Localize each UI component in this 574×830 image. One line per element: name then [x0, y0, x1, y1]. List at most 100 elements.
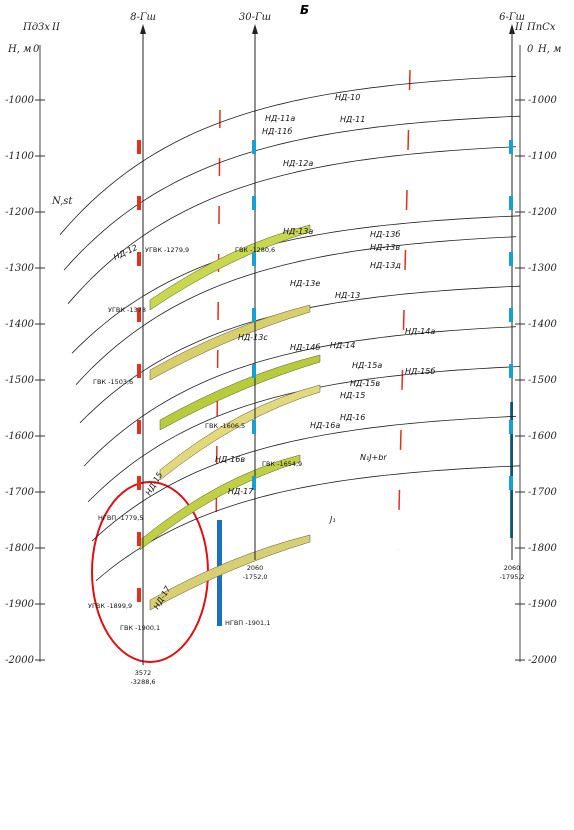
- layer-label: НД-16в: [215, 455, 245, 464]
- perforation: [509, 196, 513, 210]
- lens: [149, 224, 311, 311]
- contact-label: ГВК -1654,9: [262, 460, 302, 468]
- perforation: [137, 476, 141, 490]
- tick-label: -1900: [528, 599, 557, 610]
- perforation: [252, 252, 256, 266]
- tick-label: -1600: [5, 431, 34, 442]
- perforation: [137, 140, 141, 154]
- tick-label: -2000: [528, 655, 557, 666]
- tick-label: -1700: [5, 487, 34, 498]
- perforation: [509, 252, 513, 266]
- well-name: 8-Гш: [130, 12, 156, 23]
- tick-label: -1000: [528, 95, 557, 106]
- contact-label: ГВК -1900,1: [120, 624, 160, 632]
- layer-label: НД-16а: [310, 421, 340, 430]
- contact-label: НГВП -1901,1: [225, 619, 270, 627]
- contact-label: УГВК -1279,9: [145, 246, 189, 254]
- well-abs: -1752,0: [242, 573, 267, 581]
- perforation: [252, 420, 256, 434]
- contact-label: ГВК -1280,6: [235, 246, 275, 254]
- lens: [139, 454, 301, 551]
- right-section: ПпСх: [526, 22, 556, 33]
- contact-label: УГВК -1378: [108, 306, 146, 314]
- perforation: [252, 476, 256, 490]
- well-arrow: [509, 24, 515, 34]
- lens: [149, 304, 311, 381]
- tick-label: -1000: [5, 95, 34, 106]
- perforation: [252, 140, 256, 154]
- perforation: [252, 196, 256, 210]
- right-roman: II: [514, 22, 524, 33]
- well-depth: 2060: [504, 564, 521, 572]
- well-arrow: [140, 24, 146, 34]
- layer-label: НД-13в: [370, 243, 400, 252]
- layer-label: НД-11б: [262, 127, 292, 136]
- layer-label: НД-11: [340, 115, 365, 124]
- layer-label: НД-15в: [350, 379, 380, 388]
- layer-label: N₁J+br: [360, 453, 387, 462]
- tick-label: -1500: [5, 375, 34, 386]
- tick-label: -1700: [528, 487, 557, 498]
- layer-label: НД-15: [340, 391, 365, 400]
- perforation: [137, 196, 141, 210]
- perforation: [509, 308, 513, 322]
- tick-label: -1900: [5, 599, 34, 610]
- layer-label: НД-16: [340, 413, 365, 422]
- perforation: [509, 420, 513, 434]
- layer-label: НД-15б: [405, 367, 435, 376]
- well-name: 30-Гш: [239, 12, 271, 23]
- well-name: 6-Гш: [499, 12, 525, 23]
- tick-label: -1400: [528, 319, 557, 330]
- lens: [149, 534, 311, 611]
- layer-label: НД-13е: [290, 279, 320, 288]
- contact-label: ГВК -1503,6: [93, 378, 133, 386]
- layer-label: НД-14б: [290, 343, 320, 352]
- tick-label: -1100: [528, 151, 557, 162]
- right-zero: 0: [527, 44, 534, 55]
- left-zero: 0: [33, 44, 40, 55]
- tick-label: -1200: [5, 207, 34, 218]
- tick-label: -1800: [5, 543, 34, 554]
- perforation: [137, 364, 141, 378]
- layer-label: НД-11а: [265, 114, 295, 123]
- tick-label: -1500: [528, 375, 557, 386]
- perforation: [509, 140, 513, 154]
- contact-label: НГВП -1779,5: [98, 514, 143, 522]
- horizon: [83, 326, 517, 467]
- perforation: [137, 532, 141, 546]
- layer-label: НД-10: [335, 93, 360, 102]
- perforation: [137, 588, 141, 602]
- layer-label: НД-14а: [405, 327, 435, 336]
- horizon: [91, 415, 517, 542]
- well-depth: 3572: [135, 669, 152, 677]
- tick-label: -1600: [528, 431, 557, 442]
- layer-label: НД-13б: [370, 230, 400, 239]
- perforation: [252, 308, 256, 322]
- well-abs: -1795,2: [499, 573, 524, 581]
- tick-label: -1400: [5, 319, 34, 330]
- horizon: [59, 75, 517, 235]
- perforation: [509, 476, 513, 490]
- left-section: ПдЗх: [22, 22, 50, 33]
- perforation: [137, 420, 141, 434]
- layer-label: J₁: [328, 515, 336, 524]
- layer-label: НД-14: [330, 341, 355, 350]
- layer-label: НД-13а: [283, 227, 313, 236]
- horizon: [75, 236, 517, 385]
- well-depth: 2060: [247, 564, 264, 572]
- layer-label: НД-13д: [370, 261, 401, 270]
- left-unit: Н, м: [7, 44, 31, 55]
- lens: [159, 384, 321, 481]
- tick-label: -1800: [528, 543, 557, 554]
- contact-label: ГВК -1606,5: [205, 422, 245, 430]
- layer-label: НД-13: [335, 291, 360, 300]
- faults: [215, 69, 411, 551]
- tick-label: -1300: [5, 263, 34, 274]
- perforation: [252, 364, 256, 378]
- layer-label: НД-13с: [238, 333, 268, 342]
- left-roman: II: [51, 22, 61, 33]
- layer-label: НД-15а: [352, 361, 382, 370]
- tick-label: -2000: [5, 655, 34, 666]
- layer-label: НД-17: [228, 487, 254, 496]
